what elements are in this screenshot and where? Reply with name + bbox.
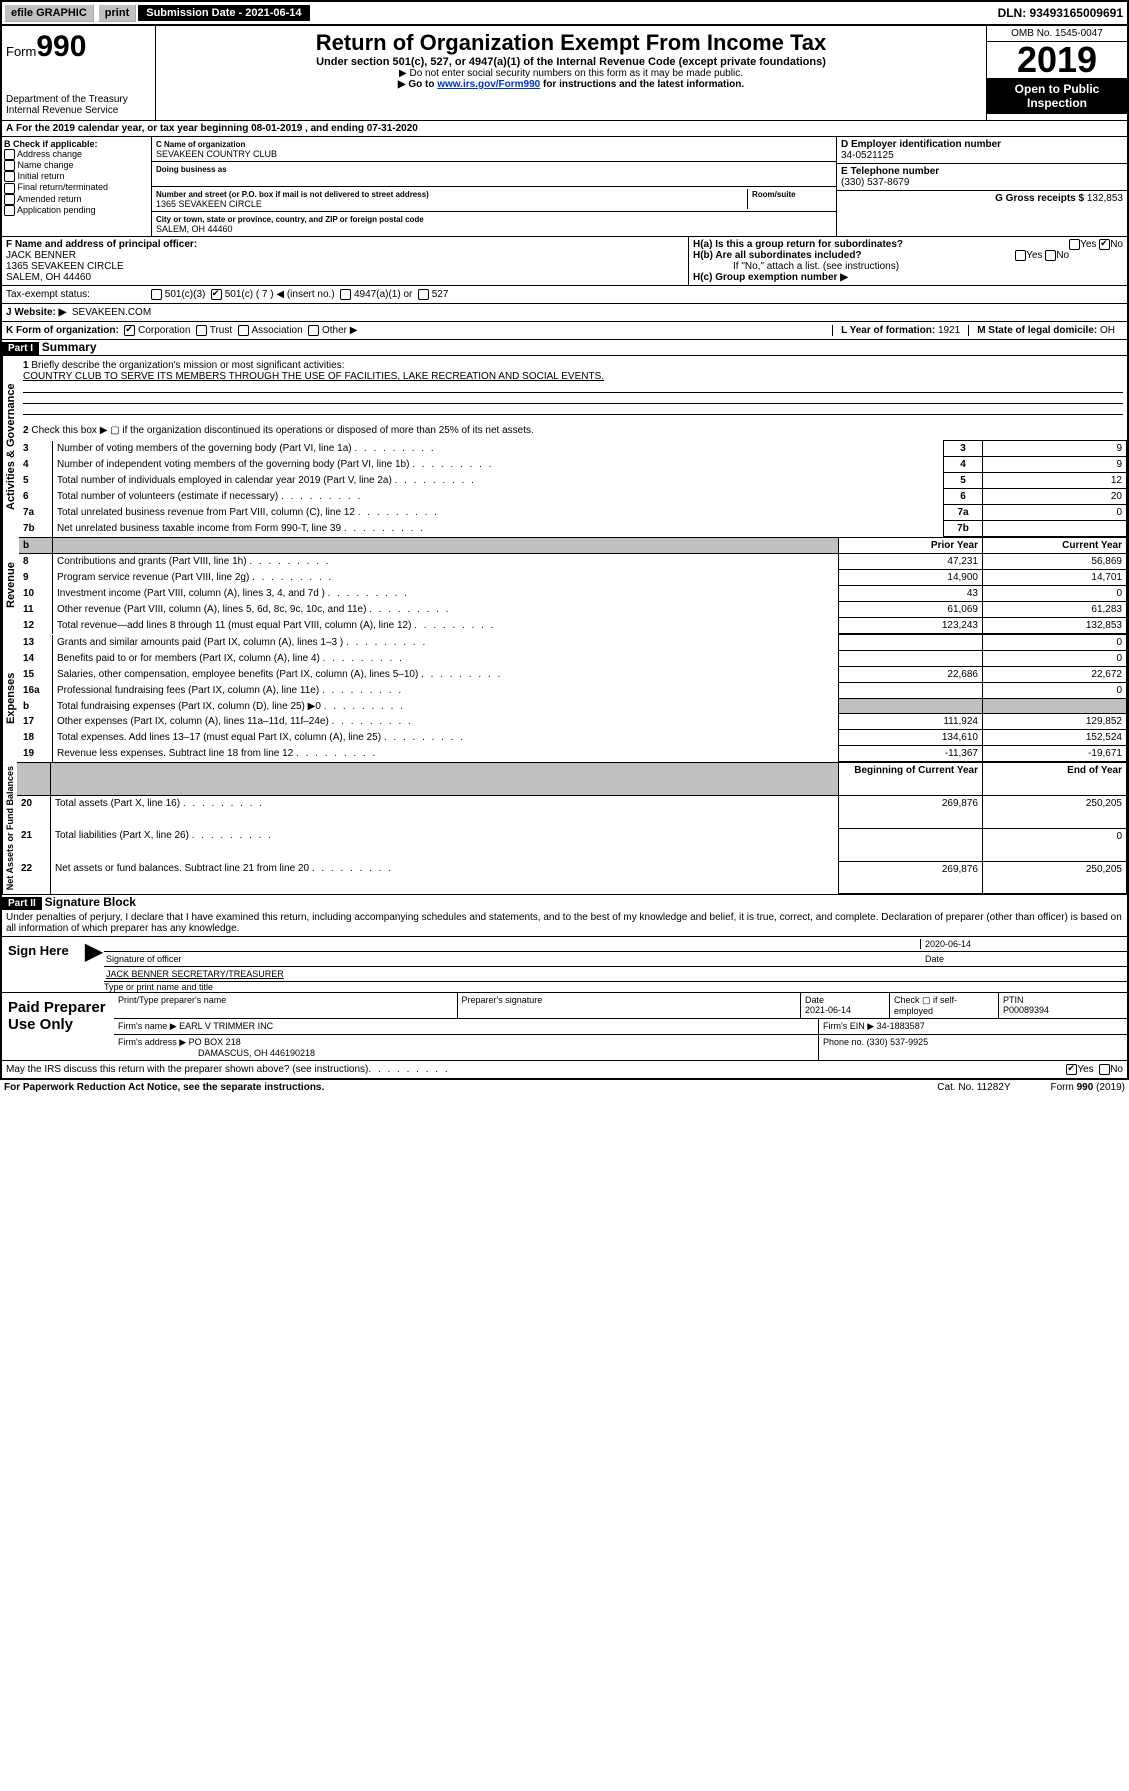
sidebar-governance: Activities & Governance <box>2 356 19 537</box>
expenses-table: 13Grants and similar amounts paid (Part … <box>19 634 1127 762</box>
top-bar: efile GRAPHIC print Submission Date - 20… <box>0 0 1129 24</box>
website-row: J Website: ▶ SEVAKEEN.COM <box>2 303 1127 321</box>
dln-label: DLN: 93493165009691 <box>998 6 1127 20</box>
sidebar-netassets: Net Assets or Fund Balances <box>2 762 17 894</box>
tax-exempt-row: Tax-exempt status: 501(c)(3) 501(c) ( 7 … <box>2 285 1127 303</box>
box-b: B Check if applicable: Address change Na… <box>2 137 152 236</box>
box-d: D Employer identification number34-05211… <box>836 137 1127 236</box>
print-button[interactable]: print <box>98 4 136 22</box>
submission-date: Submission Date - 2021-06-14 <box>138 5 309 21</box>
irs-link[interactable]: www.irs.gov/Form990 <box>437 79 540 90</box>
header-middle: Return of Organization Exempt From Incom… <box>156 26 986 120</box>
sign-here: Sign Here ▶ 2020-06-14 Signature of offi… <box>2 936 1127 992</box>
box-h: H(a) Is this a group return for subordin… <box>688 237 1127 285</box>
k-l-m-row: K Form of organization: Corporation Trus… <box>2 321 1127 339</box>
footer: For Paperwork Reduction Act Notice, see … <box>0 1080 1129 1095</box>
box-f: F Name and address of principal officer:… <box>2 237 688 285</box>
revenue-table: bPrior YearCurrent Year8Contributions an… <box>19 537 1127 634</box>
part2-header: Part II Signature Block <box>2 894 1127 910</box>
discuss-row: May the IRS discuss this return with the… <box>2 1060 1127 1078</box>
efile-button[interactable]: efile GRAPHIC <box>4 4 94 22</box>
header-left: Form990 Department of the Treasury Inter… <box>2 26 156 120</box>
perjury-declaration: Under penalties of perjury, I declare th… <box>2 910 1127 936</box>
part1-header: Part I Summary <box>2 339 1127 355</box>
paid-preparer: Paid Preparer Use Only Print/Type prepar… <box>2 992 1127 1060</box>
governance-table: 3Number of voting members of the governi… <box>19 440 1127 537</box>
netassets-table: Beginning of Current YearEnd of Year20To… <box>17 762 1127 894</box>
sidebar-revenue: Revenue <box>2 537 19 634</box>
box-c: C Name of organizationSEVAKEEN COUNTRY C… <box>152 137 836 236</box>
sidebar-expenses: Expenses <box>2 634 19 762</box>
header-right: OMB No. 1545-0047 2019 Open to Public In… <box>986 26 1127 120</box>
section-a: A For the 2019 calendar year, or tax yea… <box>2 120 1127 136</box>
